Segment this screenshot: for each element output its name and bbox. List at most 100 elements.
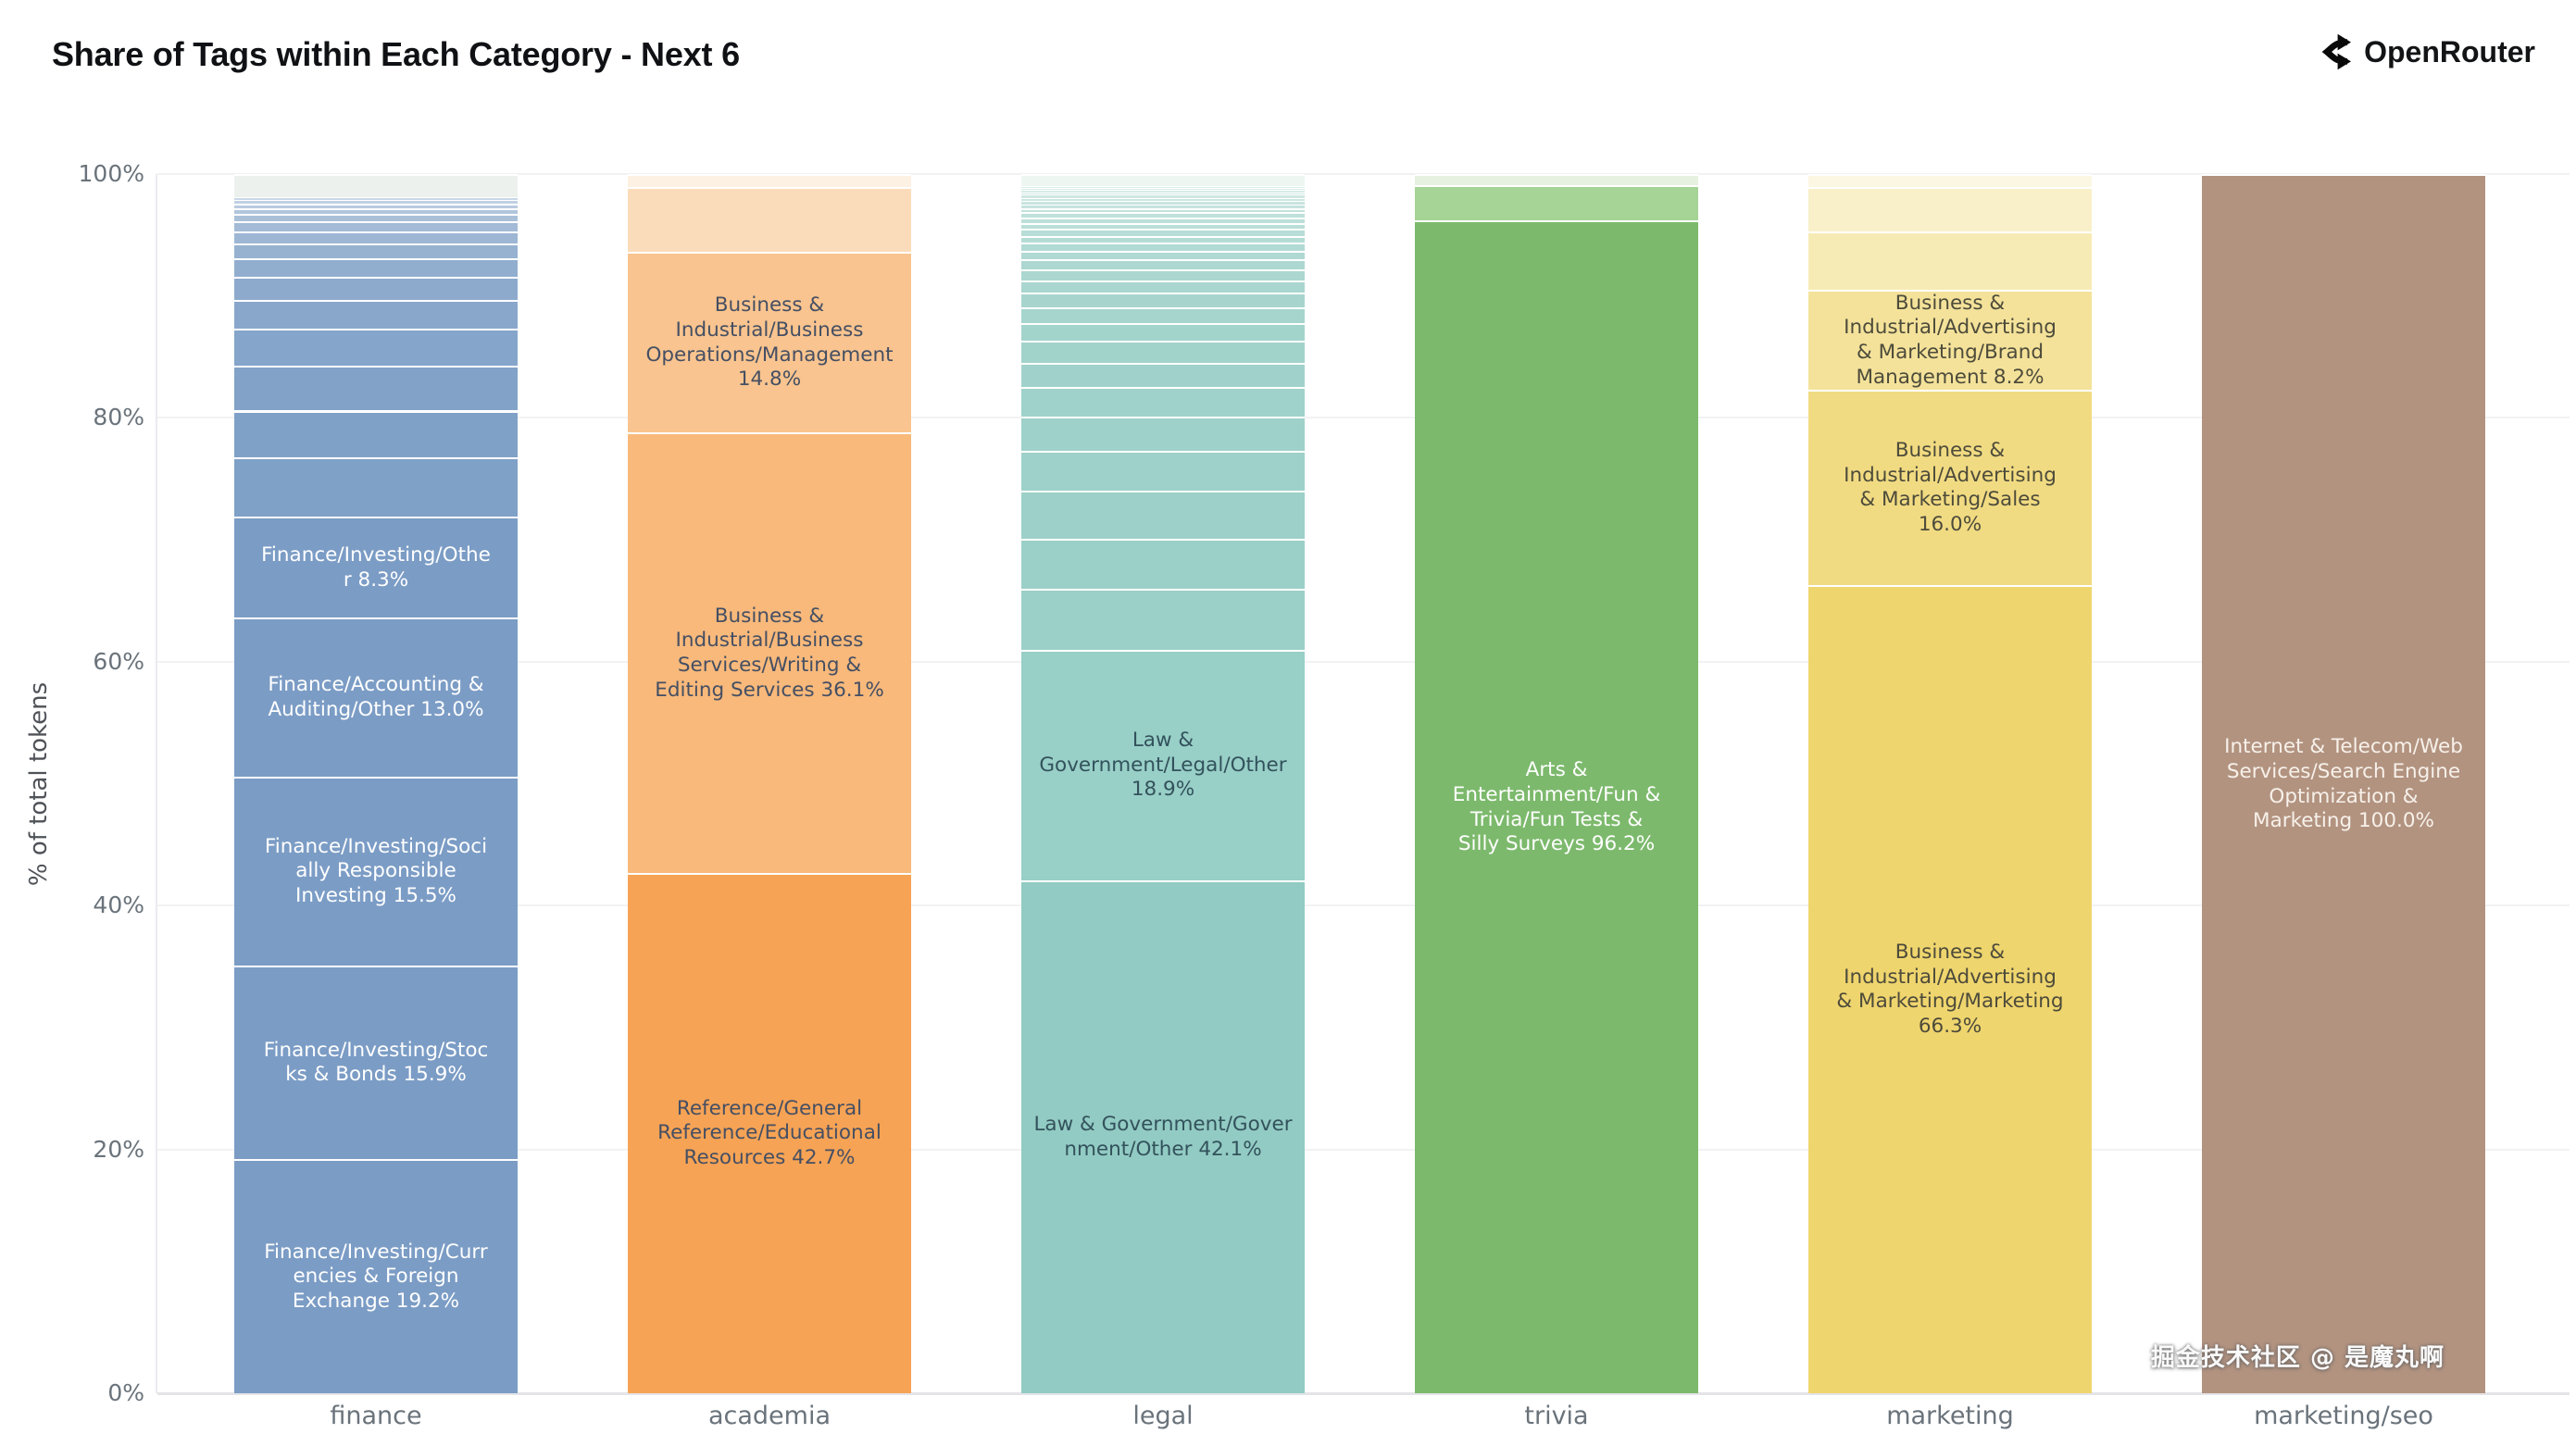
bar-segment: [1021, 387, 1305, 418]
bar-segment-labeled: Finance/Investing/Othe r 8.3%: [234, 517, 518, 618]
bar-segment-labeled: Arts & Entertainment/Fun & Trivia/Fun Te…: [1415, 220, 1698, 1393]
bar-segment: [234, 276, 518, 300]
bar-segment: [1808, 231, 2092, 291]
segment-label: Business & Industrial/Advertising & Mark…: [1844, 291, 2057, 389]
bar-segment-labeled: Law & Government/Legal/Other 18.9%: [1021, 649, 1305, 880]
segment-label: Law & Government/Legal/Other 18.9%: [1039, 729, 1287, 802]
segment-label: Business & Industrial/Business Services/…: [655, 604, 884, 702]
bar-segment: [1021, 588, 1305, 650]
bar-segment: [234, 365, 518, 411]
bar-segment-labeled: Finance/Accounting & Auditing/Other 13.0…: [234, 617, 518, 777]
bar-segment-labeled: Finance/Investing/Curr encies & Foreign …: [234, 1159, 518, 1393]
bar-segment: [1021, 204, 1305, 208]
bar-segment: [1021, 207, 1305, 213]
bar-segment: [1021, 292, 1305, 307]
bar-segment: [1808, 187, 2092, 231]
bar-academia: Reference/General Reference/Educational …: [628, 174, 911, 1393]
bar-segment: [1021, 538, 1305, 589]
segment-label: Finance/Investing/Soci ally Responsible …: [264, 834, 488, 907]
bar-segment: [1021, 259, 1305, 269]
x-axis-label-marketing: marketing: [1886, 1402, 2014, 1430]
segment-label: Finance/Investing/Stoc ks & Bonds 15.9%: [263, 1038, 489, 1087]
gridline-60%: [157, 660, 2570, 663]
bar-segment: [1021, 190, 1305, 193]
segment-label: Business & Industrial/Advertising & Mark…: [1836, 941, 2064, 1039]
bar-segment: [1021, 268, 1305, 280]
bar-segment: [1021, 229, 1305, 236]
segment-label: Business & Industrial/Advertising & Mark…: [1844, 439, 2057, 537]
segment-label: Reference/General Reference/Educational …: [657, 1096, 882, 1170]
bar-segment: [234, 231, 518, 244]
bar-segment-labeled: Finance/Investing/Soci ally Responsible …: [234, 776, 518, 966]
segment-label: Law & Government/Gover nment/Other 42.1%: [1033, 1113, 1293, 1161]
y-tick-label: 40%: [93, 891, 144, 919]
bar-segment: [1021, 200, 1305, 205]
bar-segment: [234, 257, 518, 277]
bar-marketing-seo: Internet & Telecom/Web Services/Search E…: [2202, 174, 2485, 1393]
y-tick-label: 80%: [93, 404, 144, 431]
openrouter-icon: [2314, 33, 2352, 70]
bar-segment-labeled: Business & Industrial/Advertising & Mark…: [1808, 390, 2092, 585]
bar-segment: [1021, 174, 1305, 187]
bar-segment: [234, 214, 518, 222]
y-tick-label: 0%: [107, 1379, 144, 1406]
y-tick-label: 60%: [93, 647, 144, 675]
bar-segment: [1021, 188, 1305, 191]
bar-segment: [234, 199, 518, 204]
bar-segment: [1021, 194, 1305, 198]
gridline-0%: [157, 1392, 2570, 1395]
x-axis-label-academia: academia: [707, 1402, 832, 1430]
bar-segment: [1021, 363, 1305, 388]
brand-name: OpenRouter: [2364, 34, 2535, 69]
segment-label: Finance/Investing/Othe r 8.3%: [261, 543, 491, 592]
brand-logo: OpenRouter: [2314, 33, 2535, 70]
bar-segment: [1021, 197, 1305, 201]
bar-segment-labeled: Business & Industrial/Advertising & Mark…: [1808, 290, 2092, 391]
y-axis-line: [156, 174, 157, 1393]
bar-segment: [1021, 235, 1305, 243]
bar-segment: [1021, 417, 1305, 451]
bar-segment: [234, 197, 518, 200]
bar-segment: [1808, 174, 2092, 188]
bar-segment-labeled: Internet & Telecom/Web Services/Search E…: [2202, 174, 2485, 1393]
x-axis-label-trivia: trivia: [1524, 1402, 1589, 1430]
bar-segment: [1021, 222, 1305, 230]
bar-segment: [1415, 184, 1698, 221]
bar-segment: [234, 299, 518, 330]
bar-segment: [1021, 491, 1305, 539]
x-axis-label-marketing-seo: marketing/seo: [2254, 1402, 2433, 1430]
segment-label: Arts & Entertainment/Fun & Trivia/Fun Te…: [1452, 758, 1661, 856]
plot-area: Finance/Investing/Curr encies & Foreign …: [156, 173, 2570, 1395]
watermark: 掘金技术社区 @ 是魔丸啊: [2150, 1344, 2445, 1372]
gridline-40%: [157, 904, 2570, 907]
bar-segment: [234, 203, 518, 208]
bar-segment: [234, 456, 518, 517]
bar-segment: [1415, 174, 1698, 185]
bar-segment-labeled: Business & Industrial/Business Services/…: [628, 432, 911, 873]
segment-label: Finance/Accounting & Auditing/Other 13.0…: [268, 673, 484, 721]
bar-segment: [1021, 450, 1305, 492]
bar-segment: [234, 410, 518, 457]
bar-trivia: Arts & Entertainment/Fun & Trivia/Fun Te…: [1415, 174, 1698, 1393]
gridline-80%: [157, 417, 2570, 419]
x-axis-label-legal: legal: [1132, 1402, 1194, 1430]
segment-label: Finance/Investing/Curr encies & Foreign …: [264, 1240, 488, 1313]
bar-segment: [1021, 250, 1305, 260]
bar-segment-labeled: Reference/General Reference/Educational …: [628, 872, 911, 1393]
bar-segment: [1021, 341, 1305, 364]
bar-segment: [234, 329, 518, 366]
bar-segment: [234, 221, 518, 231]
bar-segment: [1021, 217, 1305, 223]
bar-segment: [234, 207, 518, 215]
segment-label: Business & Industrial/Business Operation…: [645, 293, 894, 392]
bar-segment-labeled: Business & Industrial/Business Operation…: [628, 252, 911, 433]
bar-segment: [628, 174, 911, 188]
gridline-20%: [157, 1148, 2570, 1151]
y-tick-label: 20%: [93, 1135, 144, 1163]
bar-finance: Finance/Investing/Curr encies & Foreign …: [234, 174, 518, 1393]
bar-marketing: Business & Industrial/Advertising & Mark…: [1808, 174, 2092, 1393]
bar-segment-labeled: Law & Government/Gover nment/Other 42.1%: [1021, 879, 1305, 1393]
bar-segment: [1021, 306, 1305, 323]
bar-legal: Law & Government/Gover nment/Other 42.1%…: [1021, 174, 1305, 1393]
page-title: Share of Tags within Each Category - Nex…: [52, 35, 740, 73]
